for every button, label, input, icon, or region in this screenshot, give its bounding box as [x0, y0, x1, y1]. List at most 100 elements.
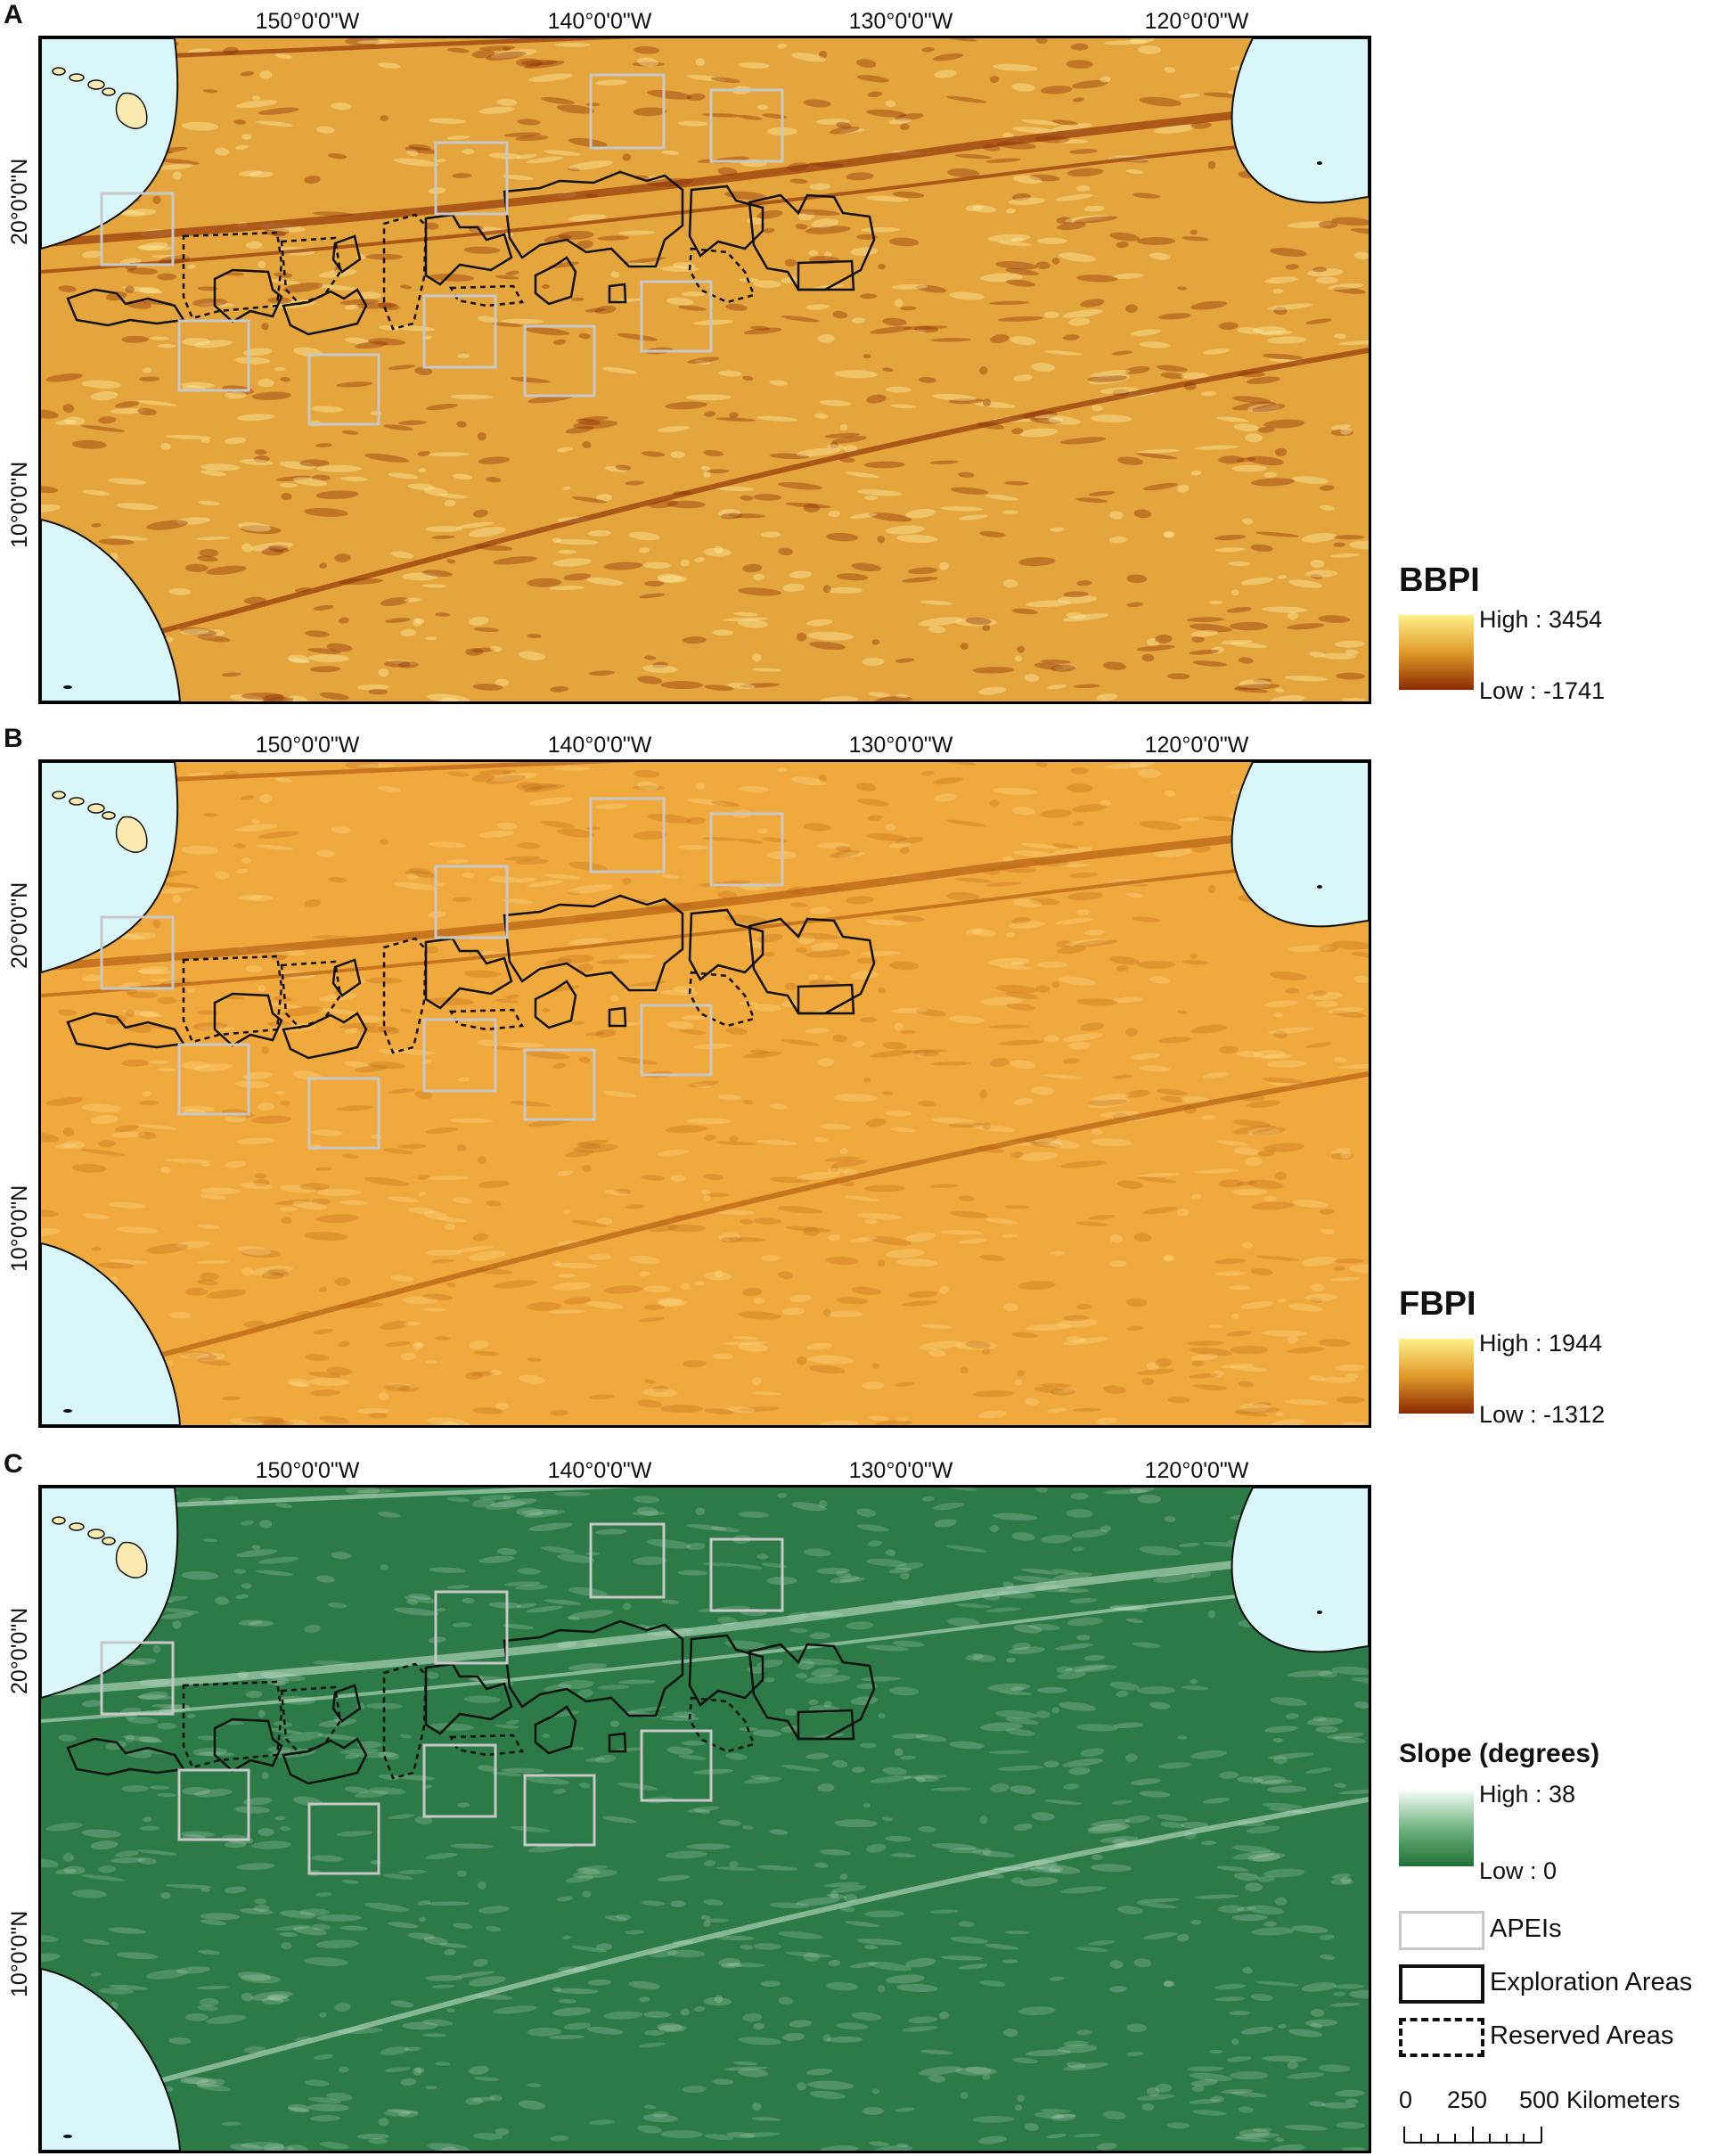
seafloor-texture	[720, 1962, 742, 1969]
seafloor-texture	[527, 634, 542, 639]
seafloor-texture	[889, 1686, 920, 1696]
seafloor-texture	[427, 693, 470, 701]
seafloor-texture	[299, 459, 330, 467]
seafloor-texture	[1194, 445, 1239, 450]
seafloor-texture	[819, 1849, 852, 1856]
lon-tick: 150°0'0"W	[255, 1458, 360, 1483]
seafloor-texture	[1136, 448, 1181, 454]
seafloor-texture	[1236, 1181, 1256, 1186]
seafloor-texture	[1210, 2095, 1224, 2103]
seafloor-texture	[948, 1121, 984, 1128]
seafloor-texture	[861, 1676, 901, 1682]
seafloor-texture	[965, 928, 985, 935]
seafloor-texture	[844, 1195, 880, 1202]
apei-box	[640, 280, 713, 353]
seafloor-texture	[958, 471, 975, 478]
seafloor-texture	[172, 895, 182, 904]
seafloor-texture	[1253, 1050, 1287, 1059]
seafloor-texture	[1126, 2051, 1144, 2057]
seafloor-texture	[851, 1767, 865, 1773]
seafloor-texture	[186, 1713, 196, 1718]
seafloor-texture	[108, 1201, 147, 1209]
seafloor-texture	[503, 175, 535, 181]
seafloor-texture	[562, 486, 571, 491]
seafloor-texture	[1012, 850, 1058, 858]
seafloor-texture	[1330, 429, 1353, 437]
seafloor-texture	[58, 285, 77, 292]
scale-tick-label: 500	[1519, 2086, 1560, 2113]
seafloor-texture	[660, 2130, 704, 2139]
apei-box	[307, 1077, 380, 1150]
seafloor-texture	[1058, 1588, 1089, 1594]
seafloor-texture	[380, 1564, 389, 1570]
seafloor-texture	[1090, 1864, 1132, 1873]
seafloor-texture	[98, 1262, 135, 1269]
seafloor-texture	[1073, 2133, 1100, 2138]
seafloor-texture	[215, 147, 230, 156]
ramp-high-label: High : 1944	[1479, 1330, 1603, 1357]
seafloor-texture	[365, 977, 403, 984]
seafloor-texture	[784, 258, 797, 267]
seafloor-texture	[595, 1217, 613, 1226]
seafloor-texture	[556, 828, 595, 838]
seafloor-texture	[315, 490, 359, 500]
seafloor-texture	[449, 394, 494, 400]
seafloor-texture	[1141, 2103, 1155, 2111]
seafloor-texture	[1008, 197, 1046, 205]
seafloor-texture	[1200, 391, 1217, 397]
seafloor-texture	[41, 486, 59, 494]
seafloor-texture	[989, 1525, 999, 1533]
seafloor-texture	[196, 1353, 225, 1362]
seafloor-texture	[997, 316, 1043, 322]
seafloor-texture	[91, 1972, 102, 1977]
seafloor-texture	[423, 1936, 448, 1946]
seafloor-texture	[318, 562, 328, 569]
seafloor-texture	[563, 2022, 591, 2030]
seafloor-texture	[921, 46, 935, 53]
seafloor-texture	[597, 959, 630, 964]
seafloor-texture	[378, 668, 389, 677]
seafloor-texture	[54, 419, 77, 425]
seafloor-texture	[542, 1008, 550, 1013]
seafloor-texture	[778, 1271, 794, 1280]
seafloor-texture	[1252, 404, 1286, 413]
seafloor-texture	[934, 1519, 957, 1528]
seafloor-texture	[866, 1558, 907, 1567]
seafloor-texture	[236, 1863, 275, 1870]
seafloor-texture	[1231, 2038, 1239, 2045]
seafloor-texture	[157, 1722, 176, 1730]
seafloor-texture	[568, 1610, 614, 1619]
seafloor-texture	[149, 1060, 169, 1064]
seafloor-texture	[943, 38, 977, 42]
seafloor-texture	[844, 445, 858, 453]
seafloor-texture	[1327, 283, 1364, 291]
ramp-low-label: Low : 0	[1479, 1857, 1558, 1884]
seafloor-texture	[186, 988, 196, 993]
seafloor-texture	[54, 1868, 77, 1874]
seafloor-texture	[1031, 1086, 1055, 1095]
seafloor-texture	[490, 49, 537, 59]
seafloor-texture	[948, 398, 984, 405]
seafloor-texture	[1318, 220, 1338, 229]
seafloor-texture	[1267, 1027, 1313, 1034]
seafloor-texture	[274, 1090, 286, 1095]
seafloor-texture	[617, 1057, 658, 1065]
seafloor-texture	[885, 525, 925, 535]
seafloor-texture	[241, 543, 253, 553]
seafloor-texture	[478, 45, 516, 51]
seafloor-texture	[138, 965, 168, 975]
seafloor-texture	[1216, 1865, 1249, 1872]
seafloor-texture	[427, 1417, 470, 1425]
seafloor-texture	[790, 1502, 827, 1512]
seafloor-texture	[789, 902, 808, 908]
seafloor-texture	[980, 996, 1023, 1006]
seafloor-texture	[866, 1118, 887, 1127]
seafloor-texture	[571, 1021, 585, 1025]
seafloor-texture	[253, 455, 270, 463]
seafloor-texture	[822, 2034, 831, 2043]
seafloor-texture	[830, 441, 838, 449]
seafloor-texture	[1029, 417, 1062, 424]
seafloor-texture	[863, 1185, 905, 1193]
seafloor-texture	[552, 339, 567, 345]
seafloor-texture	[398, 420, 427, 425]
